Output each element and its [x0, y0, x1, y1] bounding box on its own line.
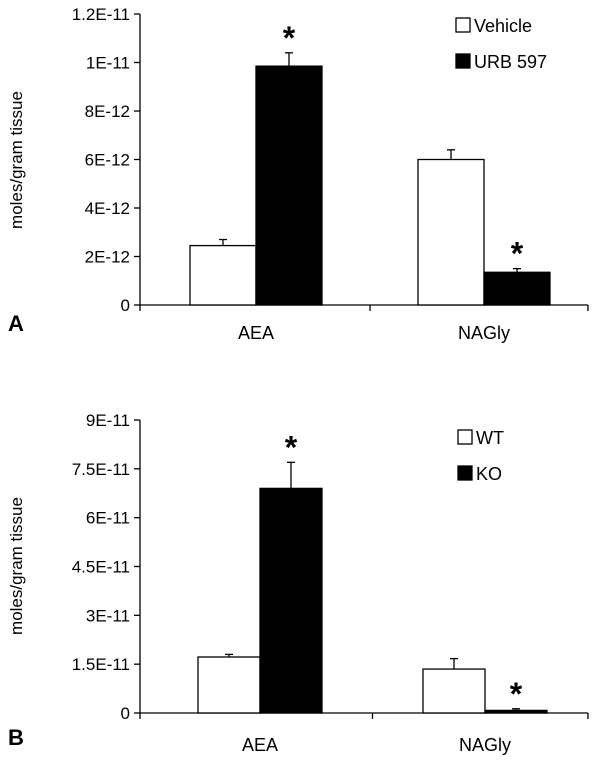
- y-axis-label: moles/gram tissue: [7, 497, 26, 635]
- significance-star: *: [511, 236, 524, 272]
- legend-label: URB 597: [474, 52, 547, 72]
- y-axis-label: moles/gram tissue: [7, 91, 26, 229]
- y-tick-label: 1E-11: [86, 54, 130, 73]
- y-tick-label: 4.5E-11: [72, 558, 130, 577]
- y-tick-label: 3E-11: [86, 606, 130, 625]
- y-tick-label: 0: [121, 704, 130, 723]
- y-tick-label: 6E-12: [85, 151, 130, 170]
- y-tick-label: 6E-11: [86, 509, 130, 528]
- bar: [189, 244, 257, 306]
- legend-swatch: [457, 465, 473, 481]
- y-tick-label: 4E-12: [85, 199, 130, 218]
- bar: [255, 65, 323, 306]
- legend-label: Vehicle: [474, 16, 532, 36]
- significance-star: *: [510, 676, 523, 712]
- legend-swatch: [457, 429, 473, 445]
- legend-swatch: [455, 53, 471, 69]
- bar: [259, 487, 323, 714]
- significance-star: *: [283, 20, 296, 56]
- bar: [483, 271, 551, 306]
- x-category-label: NAGly: [459, 735, 511, 755]
- legend-swatch: [455, 17, 471, 33]
- y-tick-label: 2E-12: [85, 248, 130, 267]
- y-tick-label: 1.2E-11: [72, 5, 130, 24]
- x-category-label: AEA: [242, 735, 278, 755]
- bar: [417, 158, 485, 306]
- significance-star: *: [285, 429, 298, 465]
- y-tick-label: 1.5E-11: [72, 655, 130, 674]
- legend-label: WT: [476, 428, 504, 448]
- y-tick-label: 0: [121, 296, 130, 315]
- y-tick-label: 7.5E-11: [72, 460, 130, 479]
- y-tick-label: 9E-11: [86, 411, 130, 430]
- x-category-label: NAGly: [458, 323, 510, 343]
- chart-panel-b: 0 1.5E-11 3E-11 4.5E-11 6E-11 7.5E-11 9E-11 mol…: [7, 411, 589, 755]
- bar: [197, 656, 261, 714]
- panel-label: A: [8, 311, 24, 336]
- bar: [422, 668, 486, 714]
- x-category-label: AEA: [238, 323, 274, 343]
- chart-panel-a: 0 2E-12 4E-12 6E-12 8E-12 1E-11 1.2E-11 moles/g…: [7, 5, 589, 343]
- legend-label: KO: [476, 464, 502, 484]
- panel-label: B: [8, 725, 24, 750]
- y-tick-label: 8E-12: [85, 102, 130, 121]
